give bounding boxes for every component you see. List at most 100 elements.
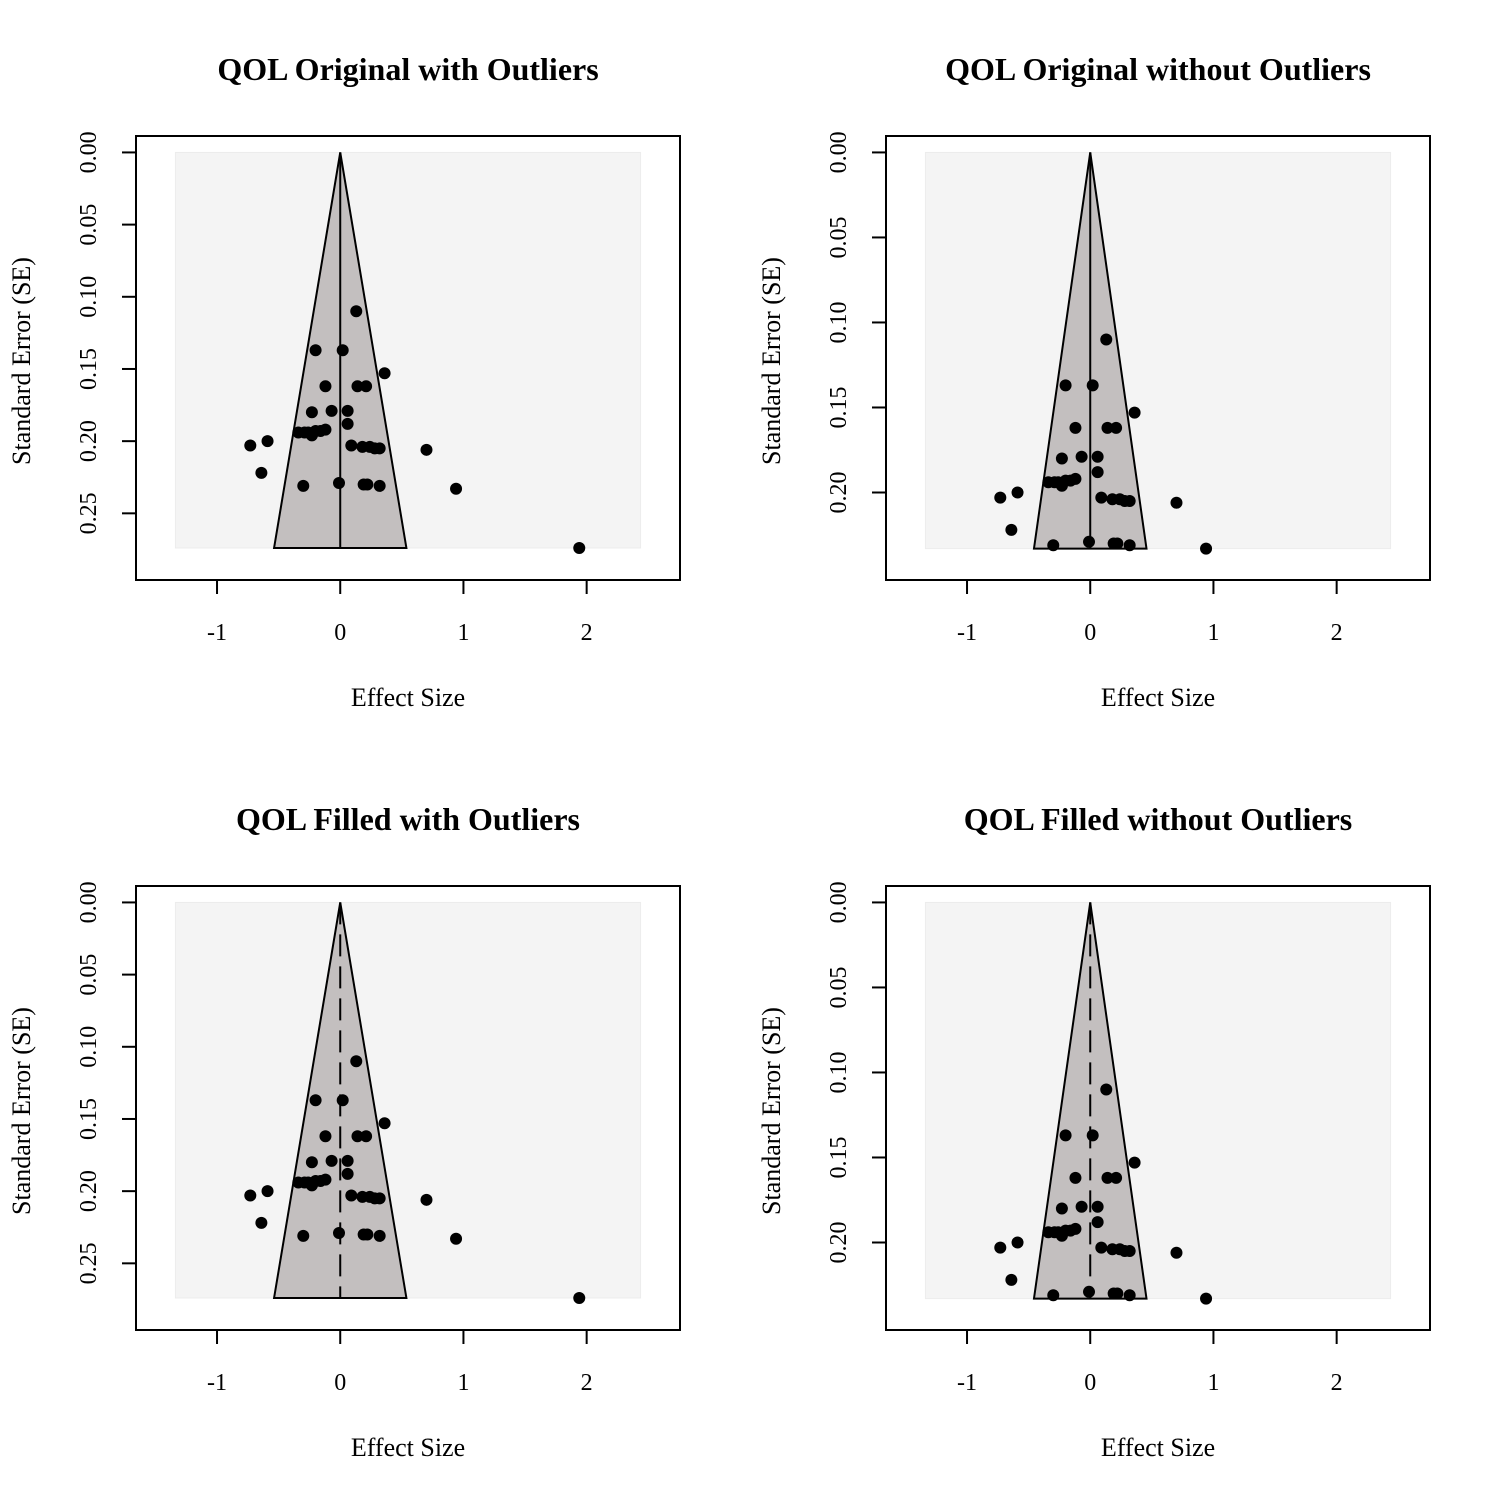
x-tick-label: 0 [334, 1370, 346, 1396]
x-axis-label: Effect Size [1101, 683, 1215, 712]
data-point [297, 479, 310, 492]
data-point [244, 439, 257, 452]
data-point [1086, 1129, 1099, 1142]
x-tick-label: 2 [1331, 1370, 1343, 1396]
data-point [1123, 1289, 1136, 1302]
data-point [305, 1156, 318, 1169]
y-tick-label: 0.15 [826, 1136, 852, 1178]
x-tick-label: -1 [207, 620, 227, 646]
plot-region-background [174, 901, 642, 1299]
data-point [1111, 1287, 1124, 1300]
y-tick-label: 0.05 [826, 216, 852, 258]
data-point [345, 439, 358, 452]
funnel-panel-4: QOL Filled without Outliers -1 0 1 2 0.00 0.05… [757, 801, 1431, 1462]
y-tick-label: 0.20 [826, 471, 852, 513]
data-point [345, 1189, 358, 1202]
y-tick-label: 0.15 [76, 1098, 102, 1140]
data-point [261, 1185, 274, 1198]
data-point [1011, 486, 1024, 499]
data-point [373, 442, 386, 455]
data-point [309, 344, 322, 357]
data-point [1123, 1244, 1136, 1257]
data-point [1128, 1156, 1141, 1169]
y-tick-label: 0.20 [76, 1170, 102, 1212]
data-point [351, 380, 364, 393]
data-point [373, 1192, 386, 1205]
data-point [1123, 494, 1136, 507]
x-tick-label: 2 [1331, 620, 1343, 646]
plot-region-background [174, 151, 642, 549]
data-point [378, 1117, 391, 1130]
data-point [573, 1291, 586, 1304]
data-point [360, 1130, 373, 1143]
y-tick-label: 0.25 [76, 1242, 102, 1284]
data-point [1101, 1171, 1114, 1184]
data-point [1083, 1285, 1096, 1298]
data-point [1110, 1171, 1123, 1184]
data-point [1095, 1241, 1108, 1254]
data-point [420, 443, 433, 456]
data-point [1055, 452, 1068, 465]
funnel-panel-2: QOL Original without Outliers -1 0 1 2 0.00 0.… [757, 51, 1431, 712]
data-point [319, 380, 332, 393]
y-axis-label: Standard Error (SE) [7, 1007, 36, 1215]
x-tick-label: 0 [1084, 620, 1096, 646]
x-tick-label: -1 [207, 1370, 227, 1396]
data-point [1083, 535, 1096, 548]
data-point [1091, 450, 1104, 463]
y-tick-label: 0.00 [826, 881, 852, 923]
data-point [333, 1227, 346, 1240]
x-axis-label: Effect Size [351, 683, 465, 712]
data-point [1091, 466, 1104, 479]
x-tick-label: 0 [334, 620, 346, 646]
data-point [1110, 421, 1123, 434]
data-point [1047, 1289, 1060, 1302]
data-point [373, 1229, 386, 1242]
data-point [336, 1094, 349, 1107]
x-tick-label: 1 [457, 620, 469, 646]
data-point [325, 1154, 338, 1167]
x-axis-label: Effect Size [351, 1433, 465, 1462]
chart-title: QOL Filled without Outliers [964, 801, 1352, 837]
data-point [361, 1228, 374, 1241]
data-point [309, 1094, 322, 1107]
data-point [1069, 421, 1082, 434]
y-tick-label: 0.10 [826, 301, 852, 343]
data-point [373, 479, 386, 492]
data-point [1095, 491, 1108, 504]
data-point [1055, 1202, 1068, 1215]
data-point [319, 1173, 332, 1186]
y-axis-label: Standard Error (SE) [757, 1007, 786, 1215]
y-tick-label: 0.15 [76, 348, 102, 390]
data-point [350, 1055, 363, 1068]
data-point [1005, 1273, 1018, 1286]
x-tick-label: -1 [957, 620, 977, 646]
data-point [1069, 1222, 1082, 1235]
x-tick-label: 2 [581, 620, 593, 646]
y-tick-label: 0.00 [826, 131, 852, 173]
data-point [361, 478, 374, 491]
data-point [244, 1189, 257, 1202]
data-point [1128, 406, 1141, 419]
x-tick-label: -1 [957, 1370, 977, 1396]
data-point [255, 1216, 268, 1229]
data-point [1170, 1246, 1183, 1259]
x-tick-label: 0 [1084, 1370, 1096, 1396]
data-point [573, 541, 586, 554]
y-tick-label: 0.10 [76, 1026, 102, 1068]
data-point [1170, 496, 1183, 509]
data-point [341, 1167, 354, 1180]
data-point [341, 404, 354, 417]
data-point [350, 305, 363, 318]
data-point [341, 1154, 354, 1167]
chart-title: QOL Original with Outliers [217, 51, 598, 87]
y-tick-label: 0.10 [826, 1051, 852, 1093]
data-point [1123, 539, 1136, 552]
y-tick-label: 0.20 [826, 1221, 852, 1263]
data-point [1101, 421, 1114, 434]
x-axis-label: Effect Size [1101, 1433, 1215, 1462]
data-point [341, 417, 354, 430]
chart-title: QOL Original without Outliers [945, 51, 1371, 87]
data-point [255, 466, 268, 479]
